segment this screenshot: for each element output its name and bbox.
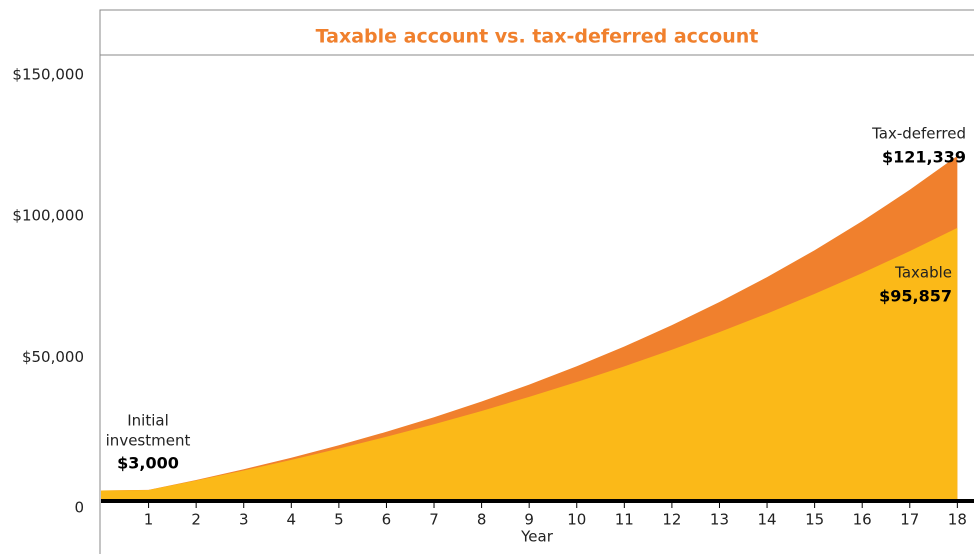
annotation: investment xyxy=(106,432,191,450)
x-tick-label: 18 xyxy=(948,511,967,529)
frame xyxy=(99,9,974,554)
x-tick-label: 17 xyxy=(900,511,919,529)
x-tick-label: 13 xyxy=(710,511,729,529)
x-tick-label: 1 xyxy=(144,511,154,529)
y-tick-label: $100,000 xyxy=(12,207,84,225)
x-tick-label: 6 xyxy=(382,511,392,529)
x-tick-label: 9 xyxy=(524,511,534,529)
x-tick-label: 10 xyxy=(567,511,586,529)
x-tick-label: 8 xyxy=(477,511,487,529)
y-tick-label: $50,000 xyxy=(22,348,84,366)
value-label: $95,857 xyxy=(879,287,952,306)
x-tick-label: 5 xyxy=(334,511,344,529)
x-tick-label: 2 xyxy=(191,511,201,529)
x-tick-label: 12 xyxy=(662,511,681,529)
y-tick-label: $150,000 xyxy=(12,65,84,83)
value-label: $3,000 xyxy=(117,454,179,473)
area xyxy=(101,227,958,499)
series-label: Taxable xyxy=(894,264,952,282)
x-tick-label: 3 xyxy=(239,511,249,529)
x-tick-label: 15 xyxy=(805,511,824,529)
x-tick-label: 14 xyxy=(758,511,777,529)
x-tick-label: 7 xyxy=(429,511,439,529)
annotation: Initial xyxy=(127,412,169,430)
x-tick-label: 16 xyxy=(853,511,872,529)
series-label: Tax-deferred xyxy=(871,125,966,143)
value-label: $121,339 xyxy=(882,148,966,167)
y-tick-label: 0 xyxy=(74,499,84,517)
chart-title: Taxable account vs. tax-deferred account xyxy=(316,26,759,48)
x-tick-label: 4 xyxy=(287,511,297,529)
x-tick-label: 11 xyxy=(615,511,634,529)
x-axis-label: Year xyxy=(520,528,554,546)
